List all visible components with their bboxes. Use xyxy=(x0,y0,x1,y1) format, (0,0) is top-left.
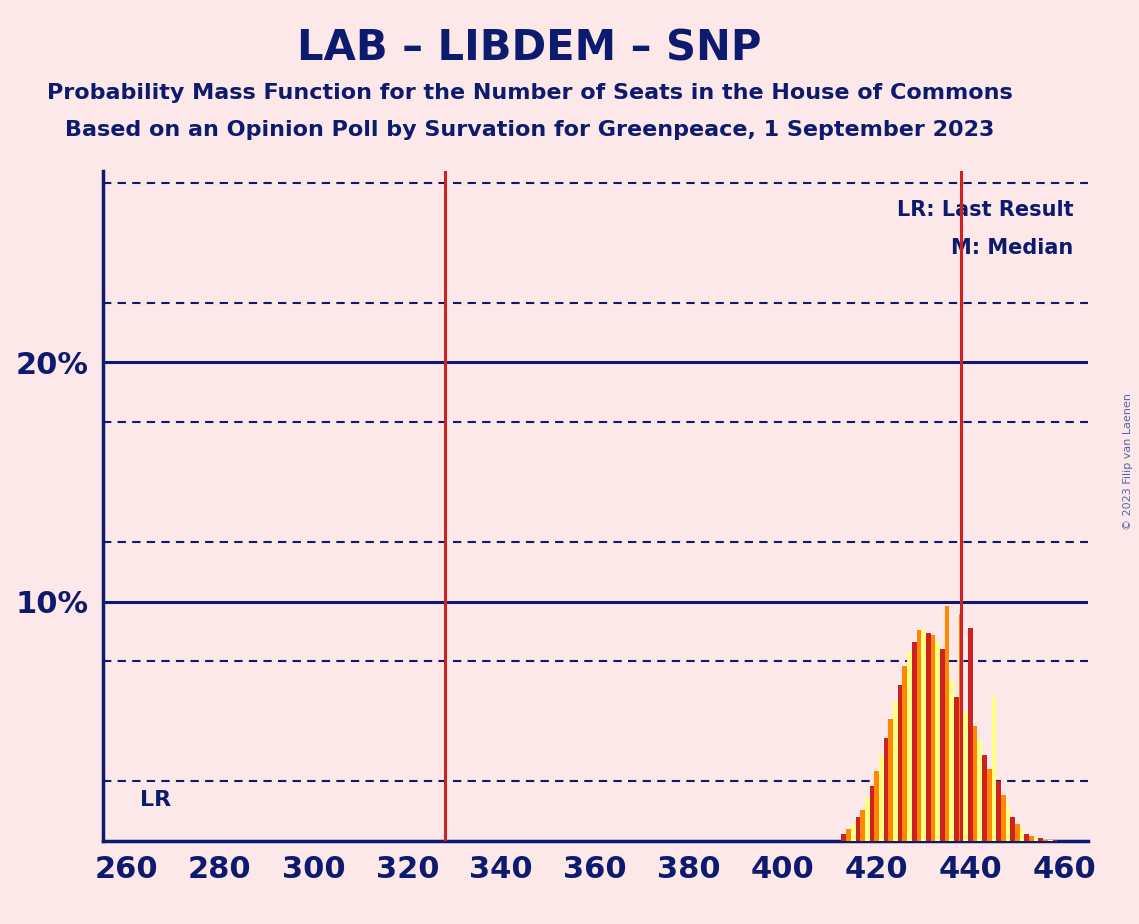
Text: M: Median: M: Median xyxy=(951,238,1074,258)
Bar xyxy=(902,666,907,841)
Bar xyxy=(884,738,888,841)
Bar xyxy=(926,633,931,841)
Bar xyxy=(851,824,855,841)
Bar xyxy=(907,651,912,841)
Bar xyxy=(1006,808,1010,841)
Bar xyxy=(944,606,949,841)
Bar xyxy=(954,698,959,841)
Bar xyxy=(869,785,875,841)
Text: Probability Mass Function for the Number of Seats in the House of Commons: Probability Mass Function for the Number… xyxy=(47,83,1013,103)
Bar xyxy=(1015,824,1019,841)
Bar xyxy=(964,711,968,841)
Text: LR: Last Result: LR: Last Result xyxy=(898,200,1074,220)
Bar xyxy=(846,829,851,841)
Bar xyxy=(949,681,954,841)
Bar xyxy=(842,833,846,841)
Bar xyxy=(860,809,865,841)
Bar xyxy=(935,642,940,841)
Bar xyxy=(1010,817,1015,841)
Bar xyxy=(959,614,964,841)
Bar xyxy=(888,719,893,841)
Bar xyxy=(921,630,926,841)
Bar xyxy=(875,772,879,841)
Bar xyxy=(931,635,935,841)
Bar xyxy=(855,817,860,841)
Bar xyxy=(1039,838,1043,841)
Bar xyxy=(1043,840,1048,841)
Bar xyxy=(940,650,944,841)
Bar xyxy=(898,686,902,841)
Bar xyxy=(865,797,869,841)
Bar xyxy=(917,630,921,841)
Bar xyxy=(1030,836,1034,841)
Bar xyxy=(912,642,917,841)
Bar xyxy=(1001,796,1006,841)
Text: LAB – LIBDEM – SNP: LAB – LIBDEM – SNP xyxy=(297,28,762,69)
Bar xyxy=(992,698,997,841)
Bar xyxy=(879,755,884,841)
Text: LR: LR xyxy=(140,790,171,809)
Bar xyxy=(893,702,898,841)
Bar xyxy=(1024,833,1030,841)
Bar xyxy=(973,726,977,841)
Bar xyxy=(1034,838,1039,841)
Bar xyxy=(977,740,982,841)
Bar xyxy=(1019,829,1024,841)
Bar xyxy=(986,769,992,841)
Text: © 2023 Filip van Laenen: © 2023 Filip van Laenen xyxy=(1123,394,1132,530)
Bar xyxy=(982,755,986,841)
Bar xyxy=(997,781,1001,841)
Text: Based on an Opinion Poll by Survation for Greenpeace, 1 September 2023: Based on an Opinion Poll by Survation fo… xyxy=(65,120,994,140)
Bar xyxy=(968,628,973,841)
